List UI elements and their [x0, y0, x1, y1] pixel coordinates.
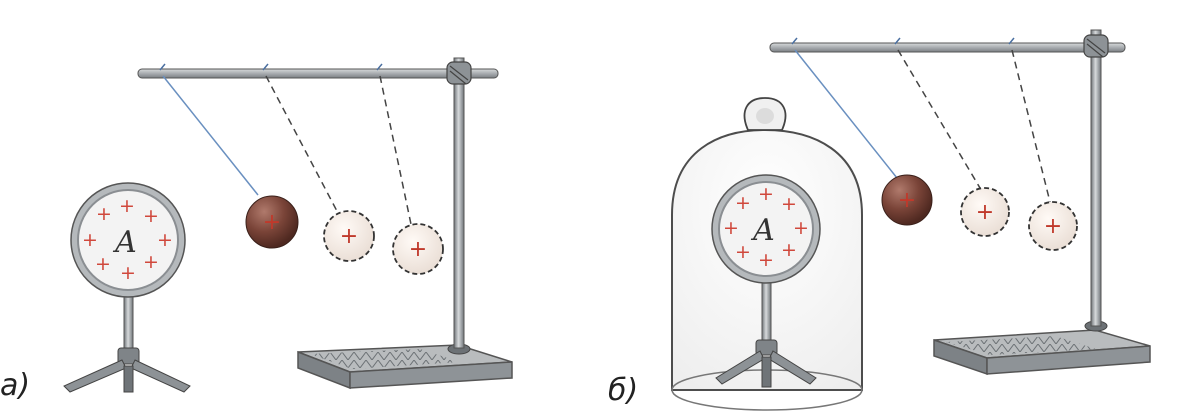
- ball-ghost-a-1: +: [323, 210, 375, 262]
- ball-charge: +: [409, 237, 427, 262]
- ball-charge: +: [898, 188, 916, 213]
- charge-sign: +: [82, 229, 98, 251]
- ball-ghost-b-1: +: [960, 187, 1010, 237]
- charged-body-b: A + + + + + + + +: [711, 174, 821, 388]
- thread-dashed-a-2: [379, 75, 413, 230]
- charge-sign: +: [157, 229, 173, 251]
- charge-sign: +: [735, 241, 751, 263]
- stand-clamp-b: [1083, 34, 1109, 58]
- charge-sign: +: [758, 249, 774, 271]
- charge-sign: +: [95, 253, 111, 275]
- ball-real-b: +: [881, 174, 933, 226]
- panel-label-a: а): [0, 368, 30, 403]
- stand-clamp-a: [446, 61, 472, 85]
- stand-crossbar-a: [137, 68, 499, 79]
- stand-rod-b: [1090, 29, 1102, 327]
- charge-sign: +: [143, 205, 159, 227]
- ball-charge: +: [340, 224, 358, 249]
- body-letter-b: A: [750, 213, 775, 248]
- ball-charge: +: [263, 210, 281, 235]
- thread-solid-a: [162, 75, 259, 196]
- body-letter-a: A: [112, 225, 137, 260]
- stand-rod-a: [453, 57, 465, 349]
- stand-base-a: [297, 343, 513, 390]
- charge-sign: +: [143, 251, 159, 273]
- stand-crossbar-b: [769, 42, 1126, 53]
- charge-sign: +: [96, 203, 112, 225]
- ball-charge: +: [1044, 214, 1062, 239]
- panel-label-b: б): [608, 373, 638, 408]
- thread-solid-b: [794, 49, 898, 179]
- thread-dashed-b-1: [897, 49, 981, 189]
- thread-dashed-a-1: [265, 75, 339, 214]
- ball-real-a: +: [245, 195, 299, 249]
- panel-a: + + + A + + + + + +: [0, 57, 513, 403]
- charge-sign: +: [758, 183, 774, 205]
- charge-sign: +: [723, 217, 739, 239]
- ball-charge: +: [976, 200, 994, 225]
- stand-base-b: [933, 320, 1151, 376]
- thread-dashed-b-2: [1011, 49, 1051, 203]
- charge-sign: +: [735, 192, 751, 214]
- ball-ghost-a-2: +: [392, 223, 444, 275]
- panel-b: + + + A + + +: [608, 29, 1151, 411]
- ball-ghost-b-2: +: [1028, 201, 1078, 251]
- charge-sign: +: [793, 217, 809, 239]
- charge-sign: +: [781, 239, 797, 261]
- charge-sign: +: [120, 262, 136, 284]
- charged-body-a: A + + + + + + + +: [63, 182, 191, 393]
- charge-sign: +: [781, 193, 797, 215]
- charge-sign: +: [119, 195, 135, 217]
